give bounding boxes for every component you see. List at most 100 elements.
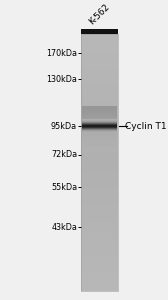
- Bar: [81, 143, 118, 144]
- Bar: [81, 219, 118, 220]
- Bar: [81, 45, 118, 46]
- Bar: [81, 146, 118, 147]
- Bar: [81, 175, 118, 176]
- Text: Cyclin T1: Cyclin T1: [124, 122, 166, 130]
- Bar: [81, 198, 118, 199]
- Bar: [81, 238, 118, 239]
- Bar: [81, 59, 118, 60]
- Bar: [81, 48, 118, 49]
- Bar: [81, 279, 118, 280]
- Bar: [81, 173, 118, 174]
- Bar: [81, 110, 118, 111]
- Bar: [81, 224, 118, 225]
- Bar: [82, 138, 117, 139]
- Bar: [81, 162, 118, 163]
- Bar: [81, 268, 118, 269]
- Bar: [81, 207, 118, 208]
- Bar: [81, 177, 118, 178]
- Bar: [81, 153, 118, 154]
- Bar: [81, 265, 118, 266]
- Bar: [81, 288, 118, 289]
- Bar: [81, 71, 118, 72]
- Bar: [82, 146, 117, 147]
- Bar: [81, 85, 118, 86]
- Bar: [81, 278, 118, 279]
- Bar: [82, 125, 117, 126]
- Bar: [81, 254, 118, 255]
- Bar: [81, 252, 118, 253]
- Bar: [81, 78, 118, 79]
- Bar: [82, 136, 117, 137]
- Bar: [81, 211, 118, 212]
- Bar: [81, 181, 118, 182]
- Bar: [81, 257, 118, 258]
- Bar: [81, 202, 118, 203]
- Bar: [81, 191, 118, 192]
- Bar: [81, 171, 118, 172]
- Bar: [81, 56, 118, 57]
- Bar: [82, 127, 117, 128]
- Bar: [81, 250, 118, 251]
- Bar: [81, 139, 118, 140]
- Bar: [81, 231, 118, 232]
- Bar: [81, 70, 118, 71]
- Bar: [81, 34, 118, 291]
- Bar: [81, 193, 118, 194]
- Bar: [81, 116, 118, 117]
- Bar: [81, 281, 118, 282]
- Bar: [81, 221, 118, 222]
- Bar: [81, 101, 118, 102]
- Bar: [81, 170, 118, 171]
- Bar: [81, 194, 118, 195]
- Bar: [81, 52, 118, 53]
- Bar: [81, 151, 118, 152]
- Bar: [81, 137, 118, 138]
- Bar: [81, 121, 118, 122]
- Bar: [81, 183, 118, 184]
- Bar: [81, 247, 118, 248]
- Bar: [81, 51, 118, 52]
- Bar: [81, 154, 118, 155]
- Bar: [81, 270, 118, 271]
- Bar: [81, 140, 118, 141]
- Bar: [81, 49, 118, 50]
- Bar: [81, 225, 118, 226]
- Bar: [81, 185, 118, 186]
- Bar: [82, 136, 117, 137]
- Bar: [81, 218, 118, 219]
- Bar: [81, 65, 118, 66]
- Bar: [81, 50, 118, 51]
- Bar: [81, 284, 118, 285]
- Bar: [82, 119, 117, 120]
- Bar: [81, 190, 118, 191]
- Bar: [81, 42, 118, 43]
- Bar: [81, 286, 118, 287]
- Text: 130kDa: 130kDa: [46, 75, 77, 84]
- Bar: [81, 258, 118, 259]
- Bar: [81, 223, 118, 224]
- Bar: [82, 137, 117, 138]
- Bar: [81, 158, 118, 159]
- Bar: [81, 266, 118, 267]
- Bar: [81, 83, 118, 84]
- Bar: [81, 144, 118, 145]
- Bar: [81, 236, 118, 237]
- Bar: [81, 234, 118, 235]
- Bar: [81, 112, 118, 113]
- Bar: [81, 215, 118, 216]
- Bar: [81, 58, 118, 59]
- Bar: [81, 271, 118, 272]
- Bar: [82, 145, 117, 146]
- Bar: [81, 189, 118, 190]
- Bar: [81, 260, 118, 261]
- Bar: [81, 111, 118, 112]
- Bar: [81, 103, 118, 104]
- Bar: [82, 130, 117, 131]
- Bar: [81, 164, 118, 165]
- Bar: [81, 233, 118, 234]
- Bar: [81, 74, 118, 75]
- Bar: [81, 98, 118, 99]
- Bar: [81, 76, 118, 77]
- Bar: [82, 133, 117, 134]
- Bar: [81, 72, 118, 73]
